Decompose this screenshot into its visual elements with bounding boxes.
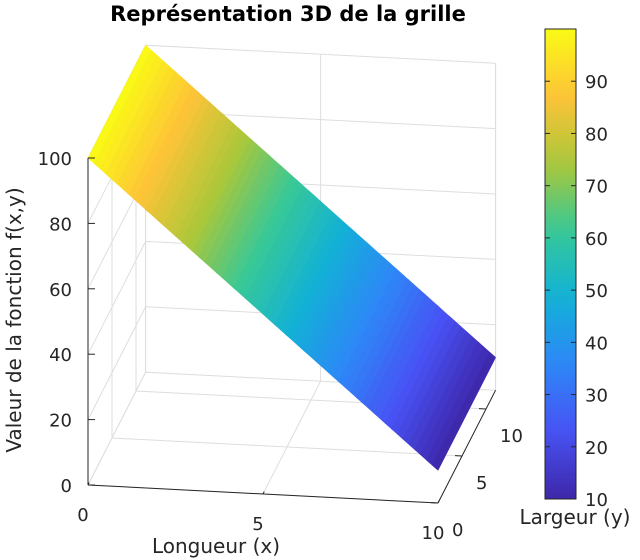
axes	[87, 157, 497, 504]
x-tick-label: 0	[77, 505, 88, 526]
y-axis-title: Largeur (y)	[520, 505, 631, 529]
colorbar-tick-label: 90	[585, 72, 608, 93]
z-tick-label: 0	[61, 476, 72, 497]
chart-title: Représentation 3D de la grille	[110, 2, 466, 26]
surface-strip	[431, 351, 496, 471]
z-axis-title: Valeur de la fonction f(x,y)	[2, 187, 26, 452]
y-tick-label: 10	[500, 426, 523, 447]
y-tick-label: 0	[452, 520, 463, 541]
colorbar-tick-label: 70	[585, 177, 608, 198]
colorbar-gradient	[544, 28, 577, 500]
y-tick-label: 5	[476, 473, 487, 494]
x-tick	[262, 491, 265, 495]
colorbar: 10 20 30 40 50 60 70 80 90	[544, 28, 608, 511]
x-tick-label: 5	[252, 514, 263, 535]
colorbar-tick-label: 80	[585, 124, 608, 145]
x-axis-title: Longueur (x)	[152, 534, 280, 558]
surface-plot	[87, 44, 496, 471]
colorbar-tick-label: 50	[585, 281, 608, 302]
z-tick-label: 20	[49, 411, 72, 432]
colorbar-tick-label: 60	[585, 229, 608, 250]
z-tick-label: 60	[49, 280, 72, 301]
z-tick-label: 100	[38, 149, 72, 170]
z-tick-label: 40	[49, 345, 72, 366]
colorbar-tick-label: 10	[585, 490, 608, 511]
x-tick	[437, 500, 440, 504]
colorbar-tick-label: 20	[585, 438, 608, 459]
y-gridline	[111, 111, 463, 457]
x-gridline	[262, 54, 322, 495]
colorbar-tick-label: 40	[585, 333, 608, 354]
z-tick-label: 80	[49, 214, 72, 235]
colorbar-tick-label: 30	[585, 386, 608, 407]
x-tick-label: 10	[422, 523, 445, 544]
